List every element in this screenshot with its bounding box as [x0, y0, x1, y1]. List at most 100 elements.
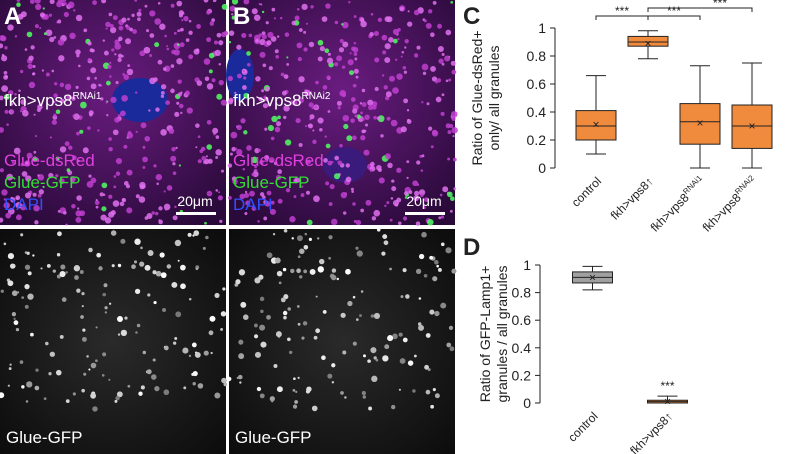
channel-label: DAPI: [4, 195, 44, 214]
granule: [448, 78, 452, 82]
granule: [149, 53, 153, 57]
granule: [117, 53, 123, 58]
granule: [384, 153, 391, 160]
granule: [378, 168, 382, 173]
granule: [441, 62, 445, 66]
granule: [204, 76, 210, 82]
granule: [52, 269, 56, 273]
granule: [37, 193, 42, 198]
granule: [301, 336, 305, 340]
granule: [171, 147, 176, 152]
granule: [57, 209, 61, 213]
granule: [318, 258, 325, 265]
granule: [3, 242, 7, 246]
granule: [6, 173, 14, 181]
granule: [434, 393, 440, 399]
granule: [187, 232, 192, 237]
granule: [423, 197, 429, 202]
granule: [306, 159, 311, 165]
granule: [0, 127, 4, 133]
granule: [283, 228, 288, 233]
granule: [339, 143, 343, 148]
granule: [41, 69, 45, 72]
granule: [413, 354, 417, 358]
granule: [7, 207, 15, 215]
granule: [88, 247, 93, 253]
granule: [361, 129, 366, 134]
granule: [180, 283, 186, 290]
granule: [188, 30, 193, 35]
granule: [68, 145, 73, 150]
granule: [39, 12, 45, 18]
granule: [95, 326, 98, 329]
granule: [24, 304, 29, 309]
granule: [270, 200, 275, 205]
granule: [116, 391, 123, 398]
bottom-label: Glue-GFP: [6, 428, 83, 447]
granule: [73, 113, 80, 120]
granule: [87, 41, 92, 46]
granule: [253, 34, 261, 42]
granule: [351, 46, 356, 52]
granule: [392, 38, 398, 44]
granule: [285, 188, 291, 193]
granule: [423, 19, 427, 23]
y-tick-label: 0: [523, 395, 531, 411]
granule: [303, 30, 307, 34]
y-axis-title: Ratio of GFP-Lamp1+: [477, 266, 493, 403]
granule: [311, 107, 314, 110]
granule: [27, 63, 33, 70]
granule: [24, 251, 28, 254]
granule: [430, 404, 434, 409]
granule: [183, 386, 187, 390]
granule: [98, 83, 101, 87]
granule: [75, 14, 83, 22]
y-tick-label: 0.8: [527, 48, 547, 64]
granule: [19, 69, 24, 74]
granules: [0, 0, 458, 412]
granule: [94, 76, 97, 80]
granule: [342, 350, 347, 355]
granule: [79, 210, 86, 217]
granule: [297, 322, 301, 326]
granule: [231, 13, 234, 16]
granule: [115, 157, 123, 165]
granule: [56, 274, 61, 279]
granule: [343, 123, 349, 130]
granule: [21, 385, 25, 389]
granule: [341, 21, 349, 29]
granule: [277, 169, 283, 175]
granule: [63, 11, 69, 18]
x-tick-label: fkh>vps8RNAi2: [699, 173, 761, 235]
granule: [73, 9, 76, 12]
granule: [71, 96, 76, 101]
granule: [28, 55, 34, 61]
genotype-superscript: RNAi1: [73, 91, 102, 102]
granule: [356, 318, 359, 321]
granule: [397, 221, 402, 226]
granule: [324, 135, 327, 138]
granule: [240, 118, 246, 124]
granule: [144, 135, 151, 142]
granule: [353, 52, 358, 56]
granule: [249, 190, 255, 197]
granule: [390, 119, 398, 127]
granule: [450, 110, 458, 118]
granule: [178, 103, 184, 109]
granule: [407, 360, 414, 366]
granule: [367, 359, 371, 363]
granule: [154, 42, 160, 48]
granule: [381, 251, 386, 256]
granule: [251, 206, 257, 211]
granule: [432, 276, 438, 282]
granule: [107, 64, 112, 69]
granule: [421, 101, 424, 104]
granule: [422, 71, 427, 76]
granule: [416, 160, 421, 165]
granule: [135, 331, 138, 334]
granule: [435, 96, 442, 103]
granule: [386, 201, 390, 205]
granule: [43, 32, 47, 36]
granule: [274, 126, 281, 133]
